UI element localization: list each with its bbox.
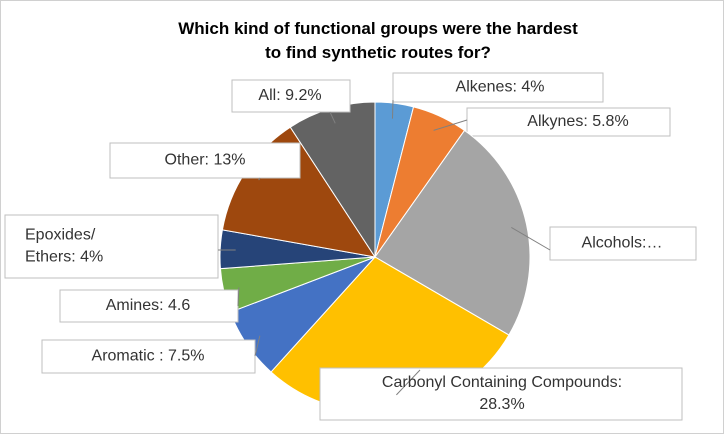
data-label: Amines: 4.6 xyxy=(106,297,191,314)
data-label: Other: 13% xyxy=(165,152,246,169)
data-label: Alkynes: 5.8% xyxy=(527,113,628,130)
data-label: Alcohols:… xyxy=(582,235,663,252)
leader-line xyxy=(392,100,393,119)
data-label: Alkenes: 4% xyxy=(456,79,545,96)
data-label: All: 9.2% xyxy=(258,87,321,104)
label-box xyxy=(5,215,218,278)
data-label: Aromatic : 7.5% xyxy=(92,348,205,365)
